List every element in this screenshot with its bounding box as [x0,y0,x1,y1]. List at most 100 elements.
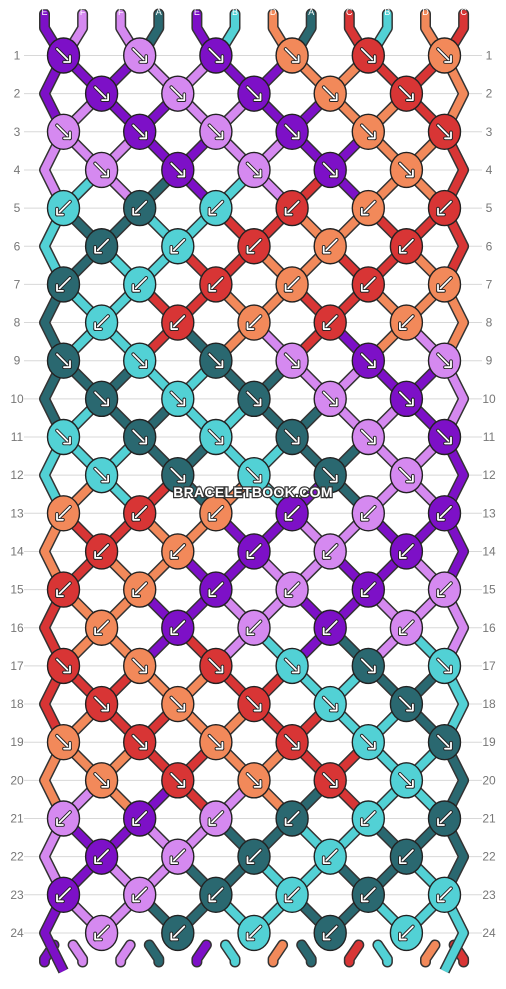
knot [122,724,157,761]
knot [199,800,233,837]
bottom-strand [116,940,135,966]
knot [199,724,233,761]
knot-arrow-head [367,131,376,140]
knot-arrow [322,620,338,636]
knot-arrow-head [399,551,407,559]
knot-arrow [322,86,338,102]
knot [84,380,119,418]
top-strand-letter: D [270,7,277,17]
knot [313,304,347,341]
row-number-right: 1 [486,49,493,63]
knot [427,37,462,74]
knot-arrow [94,238,109,254]
knot-arrow [170,238,186,254]
knot-arrow-head [63,665,71,674]
knot-arrow [208,124,224,140]
row-number-right: 14 [482,544,496,558]
knot-arrow [208,505,224,521]
row-number-right: 16 [482,621,496,635]
knot [161,228,195,265]
knot [46,647,81,685]
knot-arrow-head [437,894,445,903]
knot [199,571,233,608]
bottom-strand [192,940,211,966]
knot-arrow [398,925,414,941]
knot-grid [46,37,462,952]
row-number-right: 22 [482,850,496,864]
knot [275,724,309,761]
knot-arrow-head [177,703,186,712]
knot-arrow-head [406,703,414,712]
knot-arrow [437,811,452,826]
knot-arrow-head [215,665,224,674]
knot [122,342,157,379]
knot-arrow [56,658,71,674]
top-strand [40,10,58,48]
knot-arrow-head [399,932,407,941]
knot-arrow [208,429,224,445]
knot [313,533,347,570]
knot [237,533,271,570]
knot-arrow-head [284,512,293,521]
knot-arrow [284,887,300,903]
knot-arrow-head [170,551,179,559]
knot-arrow-head [208,894,217,903]
knot-arrow-head [94,245,102,254]
knot-arrow-head [56,818,64,826]
knot-arrow [437,124,452,140]
knot-arrow-head [56,512,64,521]
knot-arrow-head [329,398,338,407]
knot-arrow [94,696,109,712]
row-number-right: 15 [482,583,496,597]
bottom-strand [297,940,316,966]
knot [237,380,271,418]
knot-arrow-head [284,894,293,903]
knot-arrow-head [246,245,255,254]
knot-arrow-head [444,436,452,445]
knot-arrow [246,772,262,788]
knot-arrow [398,849,414,865]
row-number-right: 19 [482,735,496,749]
knot-arrow-head [215,360,224,369]
knot [313,914,347,952]
knot-arrow [56,811,71,826]
knot-arrow-head [360,284,369,292]
knot-arrow [132,505,148,521]
knot-arrow-head [284,818,293,826]
knot-arrow-head [246,551,255,559]
knot-arrow-head [56,284,64,292]
knot [351,647,385,685]
top-strand-letter: D [422,7,429,17]
knot [122,571,157,608]
row-number-left: 15 [10,583,24,597]
knot-arrow-head [170,245,179,254]
knot-arrow-head [444,741,452,750]
knot-arrow-head [208,207,217,216]
knot [161,685,195,723]
knot [237,304,271,341]
knot-arrow [170,925,186,941]
row-number-right: 5 [486,201,493,215]
knot-arrow [322,391,338,407]
knot-arrow [437,200,452,216]
knot [313,151,347,189]
knot-arrow-head [170,322,179,330]
knot-arrow-head [399,245,407,254]
knot-arrow-head [322,627,331,636]
knot [275,876,309,913]
knot-arrow [360,353,376,369]
top-strand-letter: E [194,7,200,17]
top-strand [221,10,239,48]
knot-arrow [284,811,300,826]
bottom-strand [345,940,363,966]
knot-arrow-head [291,131,300,140]
knot-arrow [132,811,148,826]
knot [161,533,195,570]
knot-arrow-head [253,703,262,712]
knot [46,418,81,456]
knot-arrow [56,48,71,63]
knot [427,418,462,456]
knot [351,495,385,532]
bottom-strand-letter: C [346,967,353,977]
knot-arrow-head [360,589,369,597]
